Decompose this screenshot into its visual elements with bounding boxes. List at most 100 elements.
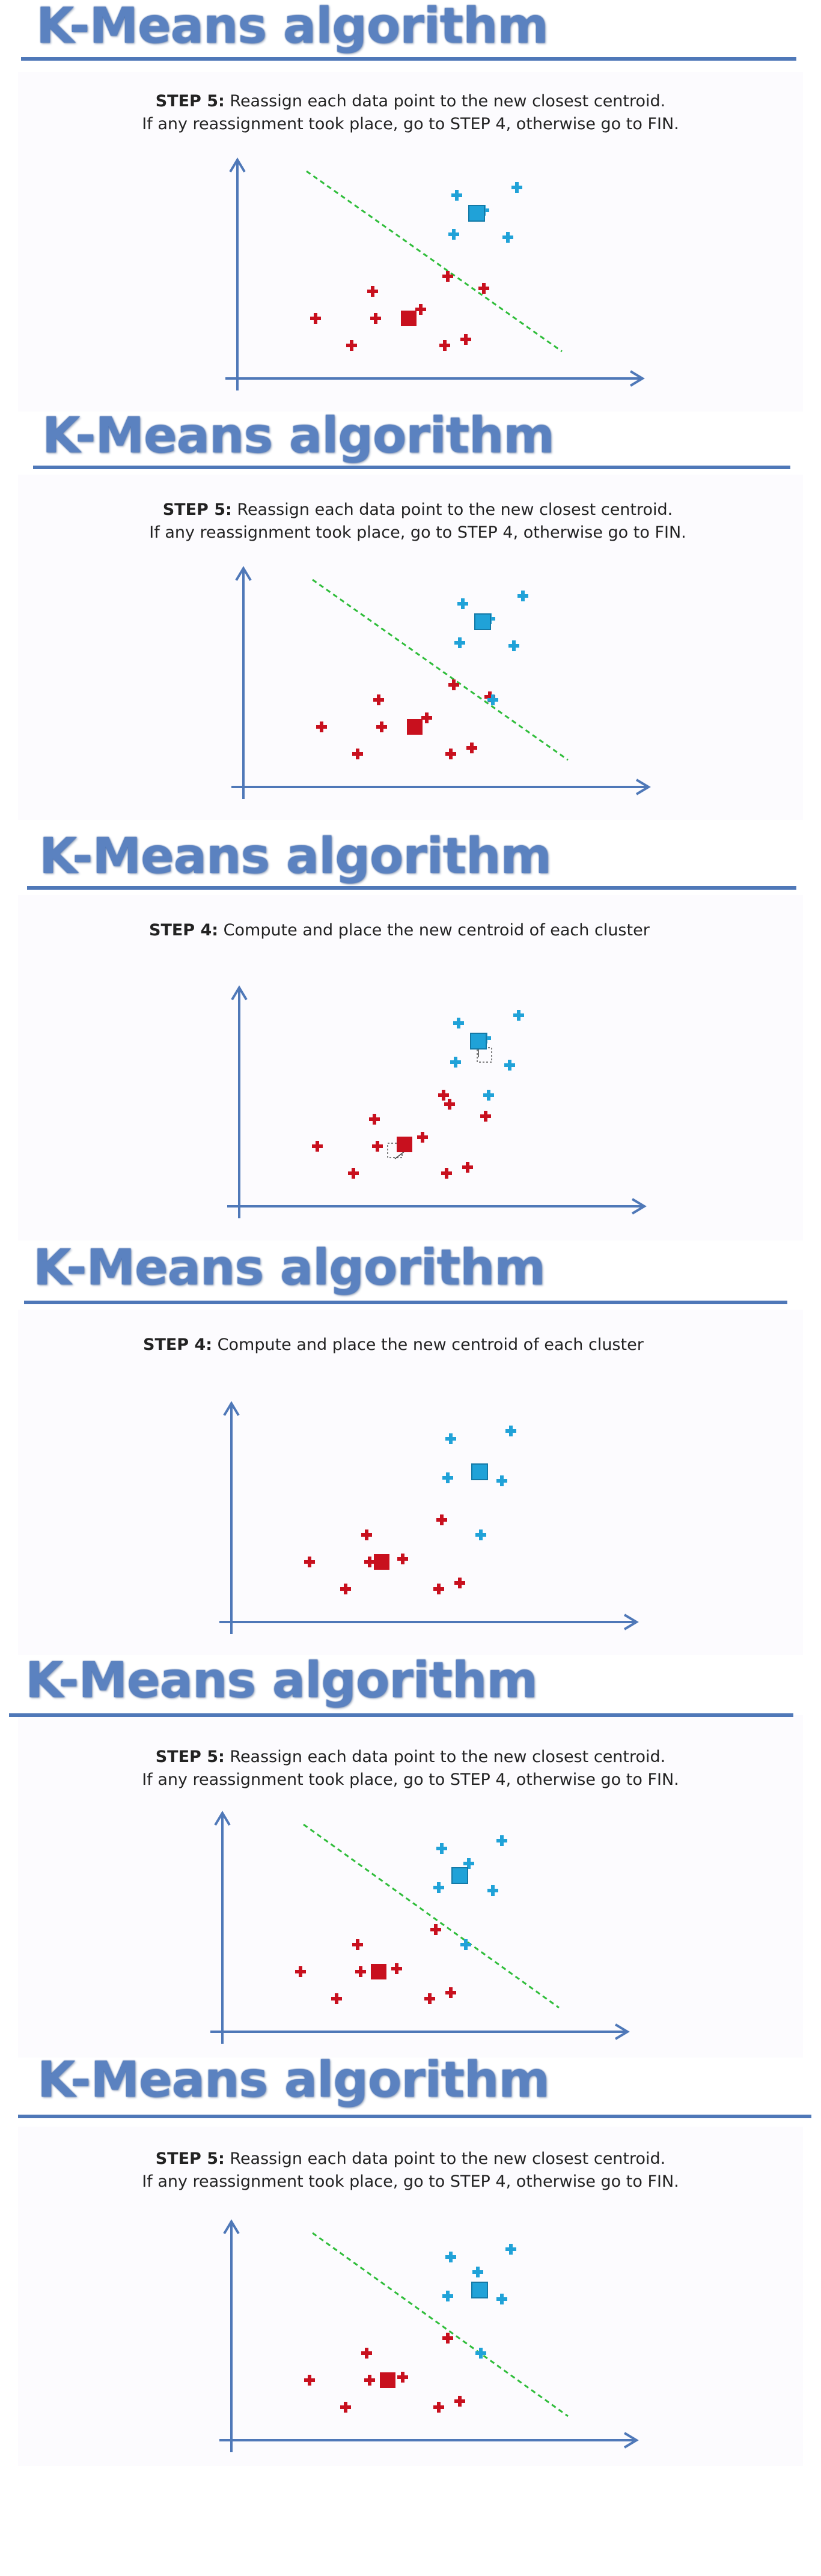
data-point <box>454 1578 465 1588</box>
cross-marker-v <box>299 1966 302 1977</box>
cross-marker-v <box>380 721 383 732</box>
y-axis-arrow <box>235 566 252 582</box>
data-point <box>310 313 321 324</box>
data-point <box>433 2402 444 2413</box>
data-point <box>460 1939 471 1950</box>
data-point <box>312 1141 323 1152</box>
plot-area <box>225 157 645 390</box>
cross-marker-v <box>517 1010 520 1021</box>
data-point <box>369 1114 380 1125</box>
y-axis-arrow <box>231 985 248 1001</box>
centroid <box>451 1867 468 1884</box>
data-point <box>450 1057 461 1068</box>
slide-background <box>18 895 803 1241</box>
cross-marker-v <box>515 182 519 193</box>
cross-marker-v <box>467 1858 471 1869</box>
cross-marker-v <box>352 1168 355 1179</box>
cross-marker-v <box>479 1530 483 1540</box>
step-description-line2: If any reassignment took place, go to ST… <box>142 1770 679 1789</box>
slide-title: K-Means algorithm <box>42 407 555 464</box>
cross-marker-v <box>491 1885 495 1896</box>
data-point <box>439 340 450 351</box>
data-point <box>352 749 363 759</box>
data-point <box>444 1099 455 1110</box>
old-centroid <box>477 1047 492 1063</box>
cross-marker-v <box>506 232 510 243</box>
scatter-plot <box>231 566 651 799</box>
data-point <box>475 2348 486 2359</box>
x-axis-arrow <box>629 370 645 387</box>
step-description: Reassign each data point to the new clos… <box>224 92 666 111</box>
data-point <box>316 721 327 732</box>
slide-title: K-Means algorithm <box>33 1239 546 1296</box>
data-point <box>475 1530 486 1540</box>
plot-area <box>219 2219 639 2452</box>
slide-2: K-Means algorithm STEP 5: Reassign each … <box>0 409 821 823</box>
data-point <box>451 190 462 201</box>
cross-marker-v <box>445 1168 448 1179</box>
centroid <box>380 2372 395 2388</box>
cross-marker-v <box>320 721 323 732</box>
data-point <box>433 1584 444 1594</box>
separator-line <box>303 1823 560 2009</box>
cross-marker-v <box>373 1114 376 1125</box>
cross-marker-v <box>316 1141 319 1152</box>
data-point <box>496 1835 507 1846</box>
data-point <box>355 1966 366 1977</box>
separator-line <box>312 579 569 761</box>
step-description: Compute and place the new centroid of ea… <box>218 921 650 940</box>
data-point <box>415 304 426 315</box>
data-point <box>457 598 468 609</box>
step-label: STEP 5: <box>155 92 225 111</box>
cross-marker-v <box>487 1090 490 1101</box>
cross-marker-v <box>454 1057 457 1068</box>
centroid <box>468 205 485 222</box>
title-underline <box>33 466 790 469</box>
data-point <box>361 1530 372 1540</box>
scatter-plot <box>227 985 647 1218</box>
cross-marker-v <box>440 1843 444 1854</box>
cross-marker-v <box>350 340 353 351</box>
data-point <box>484 691 495 702</box>
data-point <box>391 1963 402 1974</box>
data-point <box>460 334 471 345</box>
data-point <box>462 1162 473 1173</box>
data-point <box>442 2333 453 2344</box>
separator-line <box>312 2232 569 2417</box>
centroid <box>471 2282 488 2298</box>
step-description-line2: If any reassignment took place, go to ST… <box>142 2172 679 2191</box>
cross-marker-v <box>458 1578 462 1588</box>
data-point <box>364 1557 375 1567</box>
slide-title: K-Means algorithm <box>36 0 549 55</box>
cross-marker-v <box>484 1111 487 1122</box>
centroid <box>470 1033 487 1050</box>
cross-marker-v <box>479 2348 483 2359</box>
data-point <box>445 2252 456 2262</box>
cross-marker-v <box>437 1584 441 1594</box>
data-point <box>511 182 522 193</box>
x-axis-arrow <box>635 779 651 795</box>
data-point <box>487 1885 498 1896</box>
step-text: STEP 5: Reassign each data point to the … <box>0 499 821 544</box>
cross-marker-v <box>437 2402 441 2413</box>
slide-4: K-Means algorithm STEP 4: Compute and pl… <box>0 1244 821 1658</box>
cross-marker-v <box>512 640 516 651</box>
data-point <box>421 712 432 723</box>
cross-marker-v <box>461 598 465 609</box>
cross-marker-v <box>521 591 525 601</box>
step-label: STEP 4: <box>149 921 219 940</box>
cross-marker-v <box>452 229 456 240</box>
step-label: STEP 5: <box>162 500 232 519</box>
slide-5: K-Means algorithm STEP 5: Reassign each … <box>0 1646 821 2061</box>
cross-marker-v <box>421 1132 424 1143</box>
data-point <box>372 1141 383 1152</box>
cross-marker-v <box>356 1939 359 1950</box>
data-point <box>376 721 387 732</box>
cross-marker-v <box>458 637 462 648</box>
centroid <box>471 1463 488 1480</box>
data-point <box>445 1987 456 1998</box>
cross-marker-v <box>449 1433 453 1444</box>
cross-marker-v <box>449 1987 453 1998</box>
data-point <box>442 271 453 282</box>
step-label: STEP 5: <box>155 2149 225 2168</box>
